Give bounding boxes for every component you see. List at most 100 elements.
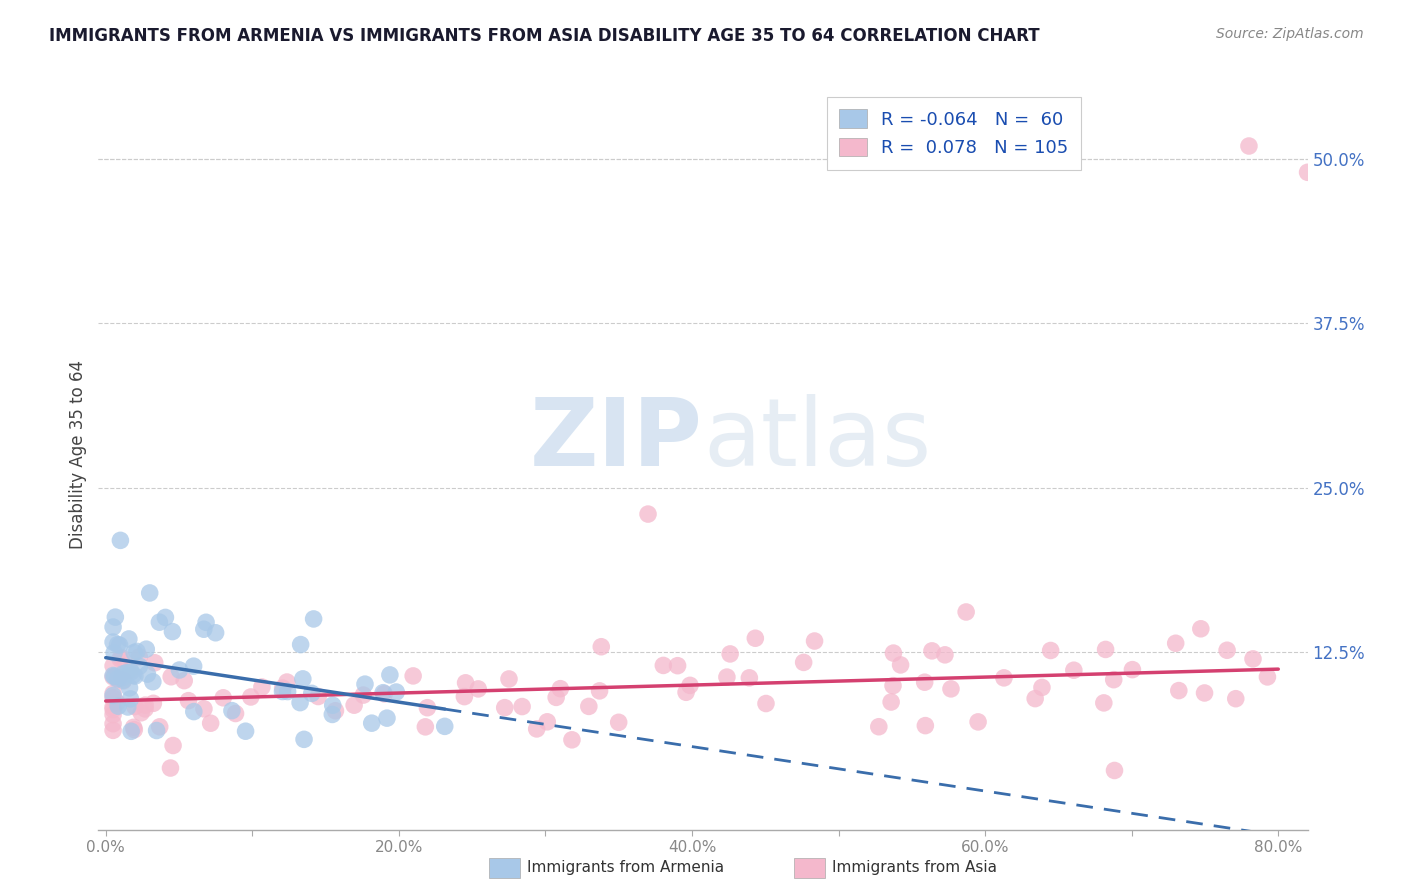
Text: Immigrants from Armenia: Immigrants from Armenia bbox=[527, 861, 724, 875]
Point bbox=[415, 720, 437, 734]
Point bbox=[277, 684, 299, 698]
Point bbox=[108, 638, 131, 652]
Point bbox=[292, 732, 315, 747]
Point bbox=[1189, 622, 1212, 636]
Point bbox=[378, 668, 401, 682]
Point bbox=[934, 648, 956, 662]
Point bbox=[101, 691, 124, 706]
Point bbox=[354, 677, 377, 691]
Point bbox=[169, 663, 191, 677]
Point bbox=[160, 670, 183, 684]
Point bbox=[675, 685, 697, 699]
Point bbox=[939, 681, 962, 696]
Point bbox=[371, 686, 394, 700]
Point bbox=[679, 678, 702, 692]
Point bbox=[290, 638, 312, 652]
Point bbox=[291, 672, 314, 686]
Point bbox=[1063, 663, 1085, 677]
Point bbox=[136, 667, 159, 681]
Point bbox=[112, 673, 135, 688]
Point bbox=[536, 714, 558, 729]
Point bbox=[120, 665, 142, 679]
Point bbox=[1031, 681, 1053, 695]
Text: IMMIGRANTS FROM ARMENIA VS IMMIGRANTS FROM ASIA DISABILITY AGE 35 TO 64 CORRELAT: IMMIGRANTS FROM ARMENIA VS IMMIGRANTS FR… bbox=[49, 27, 1040, 45]
Point bbox=[120, 724, 142, 739]
Point bbox=[235, 724, 257, 739]
Point bbox=[107, 638, 129, 652]
Point bbox=[921, 644, 943, 658]
Point bbox=[1039, 643, 1062, 657]
Text: ZIP: ZIP bbox=[530, 394, 703, 486]
Point bbox=[149, 720, 172, 734]
Point bbox=[115, 665, 138, 680]
Point bbox=[111, 670, 134, 684]
Point bbox=[159, 761, 181, 775]
Point bbox=[467, 681, 489, 696]
Point bbox=[744, 632, 766, 646]
Point bbox=[120, 664, 142, 678]
Point bbox=[212, 690, 235, 705]
Point bbox=[225, 706, 247, 721]
Point bbox=[416, 700, 439, 714]
Point bbox=[101, 670, 124, 684]
Point bbox=[914, 675, 936, 690]
Point bbox=[433, 719, 456, 733]
Point bbox=[1216, 643, 1239, 657]
Point bbox=[288, 696, 311, 710]
Point bbox=[652, 658, 675, 673]
Point bbox=[955, 605, 977, 619]
Point bbox=[107, 672, 129, 686]
Point bbox=[193, 622, 215, 636]
Point bbox=[360, 716, 382, 731]
Point bbox=[454, 675, 477, 690]
Point bbox=[1256, 670, 1278, 684]
Point bbox=[322, 698, 344, 713]
Point bbox=[111, 667, 134, 681]
Point bbox=[162, 624, 184, 639]
Point bbox=[145, 723, 167, 738]
Point bbox=[250, 680, 273, 694]
Point bbox=[124, 699, 146, 714]
Point bbox=[637, 507, 659, 521]
Point bbox=[124, 723, 146, 737]
Point bbox=[183, 659, 205, 673]
Point bbox=[302, 612, 325, 626]
Point bbox=[993, 671, 1015, 685]
Point bbox=[1104, 764, 1126, 778]
Point bbox=[105, 696, 128, 710]
Point bbox=[1121, 663, 1143, 677]
Point bbox=[204, 625, 226, 640]
Point bbox=[1296, 165, 1319, 179]
Point bbox=[321, 707, 343, 722]
Point bbox=[117, 700, 139, 714]
Text: Source: ZipAtlas.com: Source: ZipAtlas.com bbox=[1216, 27, 1364, 41]
Point bbox=[143, 656, 166, 670]
Point bbox=[1194, 686, 1216, 700]
Point bbox=[142, 674, 165, 689]
Point bbox=[122, 668, 145, 682]
Point bbox=[1167, 683, 1189, 698]
Point bbox=[122, 646, 145, 660]
Point bbox=[101, 620, 124, 634]
Point bbox=[738, 671, 761, 685]
Point bbox=[591, 640, 613, 654]
Point bbox=[162, 739, 184, 753]
Point bbox=[118, 632, 141, 646]
Point bbox=[666, 658, 689, 673]
Point bbox=[301, 686, 323, 700]
Point bbox=[101, 635, 124, 649]
Point bbox=[101, 658, 124, 673]
Point bbox=[561, 732, 583, 747]
Point bbox=[124, 669, 146, 683]
Point bbox=[193, 702, 215, 716]
Point bbox=[307, 690, 329, 704]
Point bbox=[546, 690, 568, 705]
Point bbox=[453, 690, 475, 704]
Point bbox=[103, 669, 125, 683]
Point bbox=[107, 699, 129, 714]
Point bbox=[718, 647, 741, 661]
Point bbox=[498, 672, 520, 686]
Point bbox=[343, 698, 366, 713]
Y-axis label: Disability Age 35 to 64: Disability Age 35 to 64 bbox=[69, 360, 87, 549]
Point bbox=[793, 656, 815, 670]
